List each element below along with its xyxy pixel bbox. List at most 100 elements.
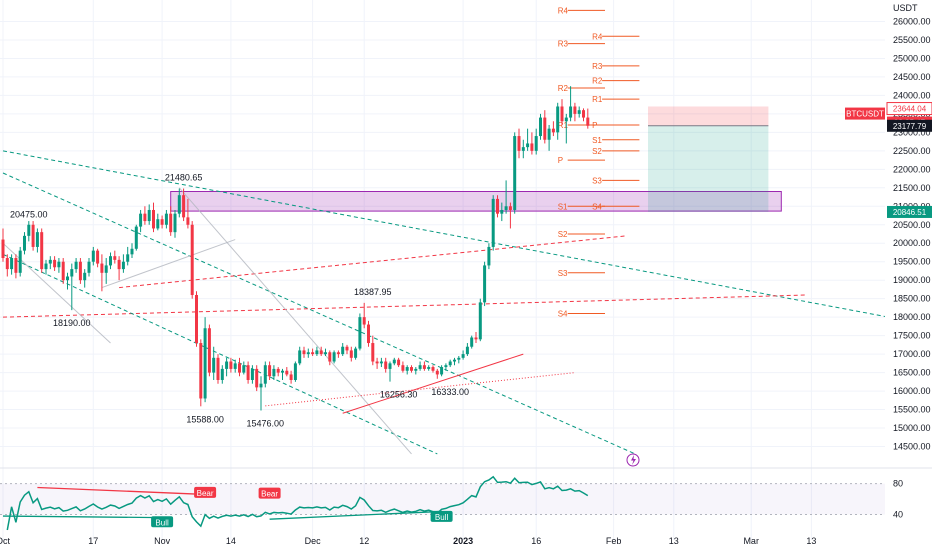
pivot-label: R3 — [592, 62, 603, 71]
price-annotations: 21480.65 20475.00 18190.00 18387.95 15588.00… — [10, 173, 469, 429]
candle-body — [474, 337, 478, 340]
candle-body — [362, 317, 366, 325]
pivot-label: R4 — [558, 6, 569, 15]
rsi-tick-label: 40 — [893, 510, 903, 520]
candle-body — [336, 352, 340, 355]
candle-body — [1, 239, 5, 259]
candle-body — [268, 365, 272, 377]
candle-body — [199, 343, 203, 399]
pivot-label: S1 — [592, 136, 602, 145]
rsi-band — [0, 483, 885, 515]
price-tag-label: 23644.04 — [893, 105, 927, 114]
price-tick-label: 25000.00 — [893, 53, 931, 63]
price-annotation: 18387.95 — [354, 287, 392, 297]
price-tick-label: 18500.00 — [893, 294, 931, 304]
rsi-divergence-line — [2, 515, 163, 519]
alert-icon[interactable] — [626, 453, 640, 467]
candle-body — [440, 367, 444, 375]
candle-body — [311, 352, 315, 355]
rsi-divergence-line — [269, 510, 442, 520]
pivot-label: P — [592, 121, 597, 130]
candle-body — [384, 361, 388, 369]
trend-line — [119, 235, 627, 289]
candle-body — [27, 224, 31, 236]
candle-body — [319, 350, 323, 355]
candle-body — [281, 370, 284, 373]
time-tick-label: 12 — [359, 536, 369, 546]
price-tag-label: 20846.51 — [893, 208, 927, 217]
candle-body — [74, 261, 78, 270]
price-tick-label: 16500.00 — [893, 368, 931, 378]
candle-body — [104, 265, 108, 273]
candle-body — [422, 365, 426, 369]
candle-body — [573, 106, 577, 114]
trend-line — [2, 253, 438, 455]
candle-body — [586, 117, 590, 126]
candle-body — [534, 136, 538, 151]
candle-body — [461, 354, 465, 358]
candles — [1, 86, 590, 411]
rsi-signal-badge — [430, 510, 453, 522]
candle-body — [78, 261, 82, 281]
candle-body — [143, 213, 147, 222]
candle-body — [564, 117, 568, 122]
trend-line — [2, 294, 808, 318]
trend-line — [2, 150, 885, 317]
pivot-label: S4 — [592, 202, 602, 211]
price-annotation: 20475.00 — [10, 210, 48, 220]
candle-body — [263, 365, 267, 384]
candle-body — [354, 348, 358, 358]
candle-body — [53, 259, 57, 268]
candle-body — [465, 346, 469, 355]
pivot-label: S1 — [558, 202, 568, 211]
candle-body — [100, 263, 104, 273]
candle-body — [444, 365, 448, 368]
candle-body — [371, 343, 375, 362]
price-annotation: 18190.00 — [53, 318, 91, 328]
candle-body — [551, 128, 555, 133]
candle-body — [225, 361, 229, 369]
candle-body — [560, 106, 564, 122]
rsi-line — [6, 475, 589, 531]
rsi-pane: 80 40 Bear Bear Bull Bull — [0, 475, 903, 531]
price-tick-label: 15000.00 — [893, 423, 931, 433]
candle-body — [358, 317, 362, 349]
candle-body — [238, 363, 241, 373]
candle-body — [577, 110, 581, 114]
candle-body — [547, 128, 551, 140]
trend-lines[interactable] — [2, 150, 889, 455]
candle-body — [517, 136, 521, 151]
candle-body — [229, 361, 233, 369]
pivot-label: P — [558, 156, 563, 165]
time-axis[interactable]: Oct 17 Nov 14 Dec 12 2023 16 Feb 13 Mar 13 — [0, 536, 816, 546]
price-tick-label: 21500.00 — [893, 183, 931, 193]
candle-body — [521, 147, 525, 151]
price-tick-label: 15500.00 — [893, 405, 931, 415]
price-unit: USDT — [893, 3, 918, 13]
price-annotation: 21480.65 — [165, 173, 203, 183]
price-annotation: 16256.30 — [380, 390, 418, 400]
rsi-signal-badge — [258, 487, 281, 499]
candle-body — [569, 106, 573, 118]
price-tick-label: 23000.00 — [893, 127, 931, 137]
short-position-tool[interactable] — [648, 106, 769, 212]
price-tick-label: 17000.00 — [893, 349, 931, 359]
candle-body — [556, 106, 560, 133]
time-tick-label: Oct — [0, 536, 10, 546]
candle-body — [216, 357, 220, 380]
rsi-signal-label: Bull — [435, 513, 449, 522]
price-tick-label: 19500.00 — [893, 257, 931, 267]
candle-body — [152, 209, 155, 229]
candle-body — [83, 272, 87, 281]
time-tick-label: Nov — [154, 536, 171, 546]
price-annotation: 15476.00 — [247, 418, 285, 428]
candle-body — [500, 209, 504, 214]
time-tick-label: Mar — [743, 536, 759, 546]
pivot-label: S3 — [558, 269, 568, 278]
candle-body — [539, 117, 542, 137]
candle-body — [315, 350, 319, 355]
time-tick-label: 13 — [806, 536, 816, 546]
pivot-label: R1 — [558, 121, 569, 130]
